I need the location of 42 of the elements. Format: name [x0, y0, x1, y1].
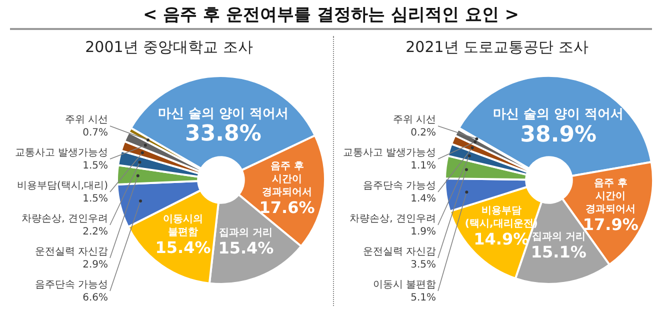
- data-label: 1.4%: [410, 194, 436, 205]
- data-label: 17.6%: [259, 198, 315, 217]
- chart-title: < 음주 후 운전여부를 결정하는 심리적인 요인 >: [10, 2, 652, 30]
- slice-label: 음주 후 시간이 경과되어서: [262, 160, 312, 198]
- slice-label: 비용부담(택시,대리): [17, 180, 108, 192]
- data-label: 1.5%: [82, 194, 108, 205]
- data-label: 15.4%: [155, 238, 211, 257]
- slice-label: 교통사고 발생가능성: [14, 148, 108, 159]
- slice-label: 음주 후 시간이 경과되어서: [586, 178, 636, 215]
- data-label: 5.1%: [410, 292, 436, 304]
- slice-label: 이동시의 불편함: [163, 214, 204, 238]
- slice-label: 이동시 불편함: [372, 280, 436, 291]
- chart-subtitle: 2021년 도로교통공단 조사: [404, 37, 590, 58]
- data-label: 0.2%: [410, 128, 436, 139]
- data-label: 3.5%: [410, 260, 436, 271]
- data-label: 6.6%: [82, 292, 108, 304]
- slice-label: 운전실력 자신감: [362, 246, 436, 258]
- slice-label: 주위 시선: [392, 114, 436, 126]
- slice-label: 마신 술의 양이 적어서: [158, 106, 288, 122]
- data-label: 33.8%: [185, 122, 262, 147]
- data-label: 1.1%: [410, 160, 436, 172]
- slice-label: 교통사고 발생가능성: [342, 148, 436, 159]
- data-label: 17.9%: [582, 214, 638, 234]
- slice-label: 음주단속 가능성: [34, 280, 108, 291]
- data-label: 2.2%: [82, 226, 108, 238]
- data-label: 14.9%: [474, 230, 530, 249]
- chart-subtitle: 2001년 중앙대학교 조사: [84, 37, 254, 58]
- slice-label: 차량손상, 견인우려: [350, 214, 436, 225]
- slice-label: 음주단속 가능성: [362, 180, 436, 192]
- slice-label: 집과의 거리: [219, 227, 273, 238]
- data-label: 38.9%: [520, 122, 597, 148]
- data-label: 0.7%: [82, 128, 108, 139]
- data-label: 15.1%: [530, 242, 586, 262]
- slice-label: 마신 술의 양이 적어서: [493, 107, 624, 122]
- data-label: 15.4%: [218, 238, 274, 258]
- slice-label: 운전실력 자신감: [34, 246, 108, 258]
- data-label: 1.9%: [410, 226, 436, 238]
- slice-label: 차량손상, 견인우려: [22, 214, 108, 225]
- slice-label: 집과의 거리: [532, 231, 586, 242]
- slice-label: 주위 시선: [64, 114, 108, 126]
- data-label: 2.9%: [82, 260, 108, 271]
- data-label: 1.5%: [82, 160, 108, 172]
